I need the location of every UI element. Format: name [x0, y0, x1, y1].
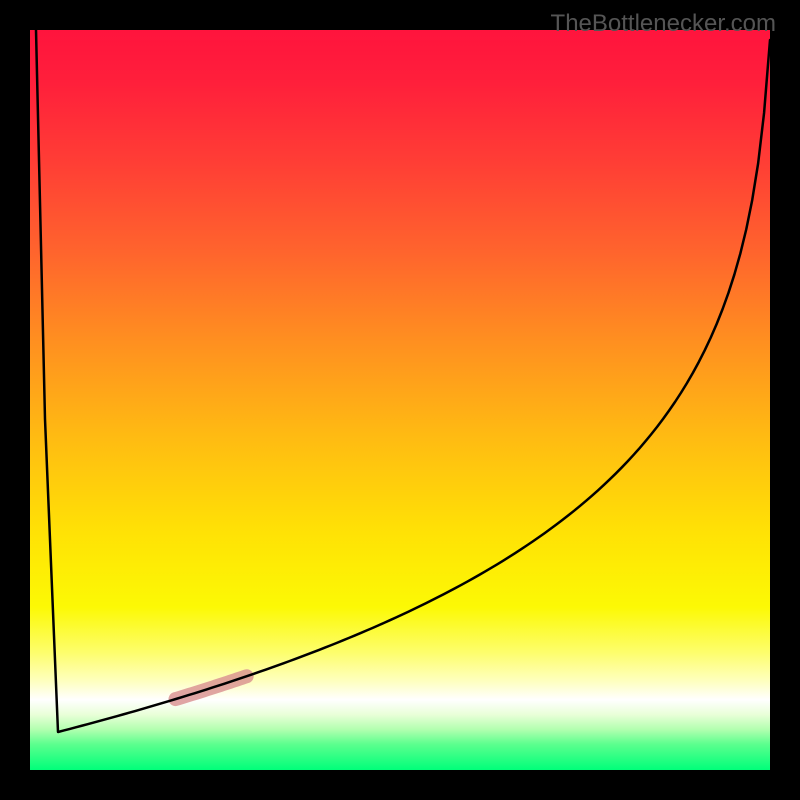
bottleneck-chart	[30, 30, 770, 770]
chart-background	[30, 30, 770, 770]
watermark-text: TheBottlenecker.com	[551, 10, 776, 38]
